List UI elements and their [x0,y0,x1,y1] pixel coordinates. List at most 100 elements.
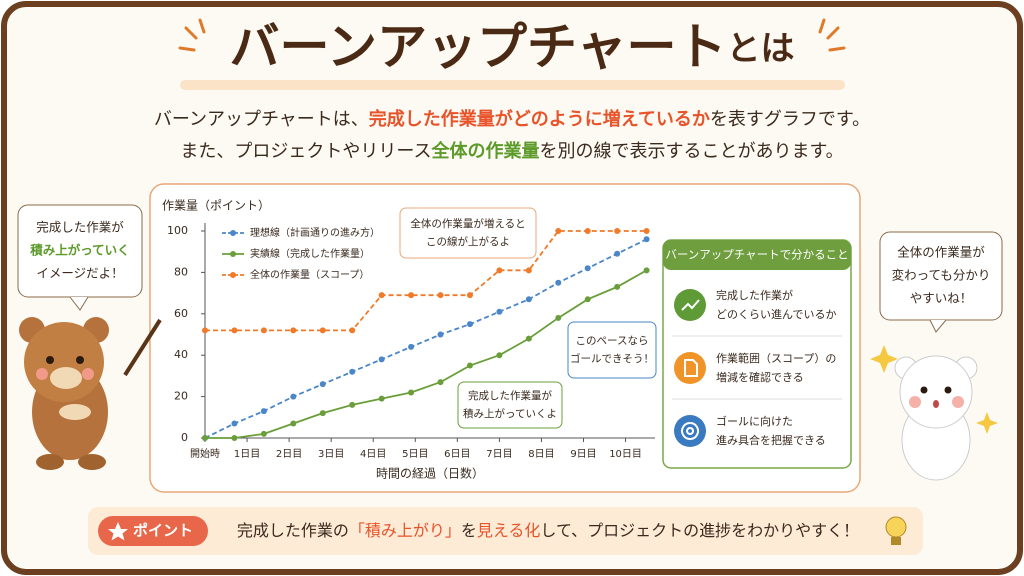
point [408,292,415,299]
point [466,362,473,369]
intro-segment: 全体の作業量 [430,140,539,162]
point [555,228,562,234]
bear-right [870,345,998,481]
point [555,314,562,321]
legend-marker [230,230,236,236]
intro-line: また、プロジェクトやリリース全体の作業量を別の線で表示することがあります。 [180,140,843,162]
x-tick-label: 10日目 [609,449,642,460]
y-tick-label: 40 [174,348,188,361]
y-axis-label: 作業量（ポイント） [162,199,270,213]
side-item-text: 進み具合を把握できる [716,433,826,447]
bubble-text: 全体の作業量が [897,245,985,260]
point [290,327,297,334]
point [496,352,503,359]
point-badge-text: ポイント [133,522,193,540]
point [525,296,532,303]
x-tick-label: 7日目 [486,449,512,460]
point [231,435,238,441]
annotation-box [567,321,657,379]
point [378,356,385,363]
point [408,389,415,396]
point [319,381,326,388]
x-tick-label: 1日目 [234,449,260,460]
y-tick-label: 80 [174,265,188,278]
x-tick-label: 8日目 [528,449,554,460]
intro-line: バーンアップチャートは、完成した作業量がどのように増えているかを表すグラフです。 [154,108,870,130]
side-icon [674,415,706,447]
star-icon [108,522,128,541]
annotation-text: この線が上がるよ [426,235,510,248]
side-icon-glyph [684,359,698,377]
bubble-tail [69,296,89,311]
x-tick-label: 9日目 [570,449,596,460]
point [437,331,444,338]
x-tick-label: 開始時 [190,447,220,460]
legend-label: 実績線（完成した作業量） [250,247,370,260]
point-segment: して、プロジェクトの進捗をわかりやすく！ [540,521,859,540]
legend-label: 全体の作業量（スコープ） [250,268,369,281]
series-line [204,238,647,439]
side-icon-glyph [681,422,699,440]
point [290,420,297,427]
bubble-text: 変わっても分かり [892,268,991,283]
point [614,250,621,257]
legend-marker [230,251,236,257]
side-item-text: 作業範囲（スコープ）の [716,351,836,365]
side-item-text: 完成した作業が [716,288,793,302]
annotation-text: 積み上がっていくよ [463,407,557,420]
title-deco [178,18,846,52]
annotation-text: このペースなら [576,335,649,347]
point [584,296,591,303]
bubble-text: やすいね！ [910,291,973,306]
point-text: 完成した作業の「積み上がり」を見える化して、プロジェクトの進捗をわかりやすく！ [237,521,859,540]
bear-left [19,317,162,470]
point [260,408,267,415]
annotation-text: 完成した作業量が [468,389,552,402]
x-tick-label: 2日目 [276,449,302,460]
annotation-text: 全体の作業量が増えると [410,217,525,230]
point [378,395,385,402]
point [466,292,473,299]
point [231,420,238,427]
intro-segment: バーンアップチャートは、 [154,109,369,130]
point [584,265,591,272]
point [466,321,473,328]
annotation-text: ゴールできそう！ [570,352,654,365]
point [643,236,650,243]
point [643,228,650,234]
side-icon-glyph [681,299,700,311]
intro-segment: を表すグラフです。 [710,109,870,130]
bulb-icon [885,516,907,545]
point [260,430,267,437]
bubble-text: イメージだよ！ [36,266,123,281]
side-item-text: ゴールに向けた [716,414,793,428]
point [202,327,208,334]
title-highlight [180,80,845,90]
point [525,267,532,274]
point [349,401,356,408]
y-tick-label: 0 [181,431,188,444]
side-item-text: どのくらい進んでいるか [716,308,836,321]
side-panel-title: バーンアップチャートで分かること [665,248,848,262]
point-segment: を [461,521,477,540]
point [319,410,326,417]
point [319,327,326,334]
point [437,292,444,299]
point [349,327,356,334]
side-item-text: 増減を確認できる [716,370,804,384]
point [555,279,562,286]
point [584,228,591,234]
bubble-text: 積み上がっていく [29,243,129,258]
point-segment: 見える化 [477,521,541,540]
point [290,393,297,400]
point [408,343,415,350]
point [525,335,532,342]
point [202,435,208,441]
annotation-box [399,207,537,259]
x-tick-label: 3日目 [318,449,344,460]
point [614,228,621,234]
intro-segment: を別の線で表示することがあります。 [539,141,843,162]
point-bar [88,507,923,555]
